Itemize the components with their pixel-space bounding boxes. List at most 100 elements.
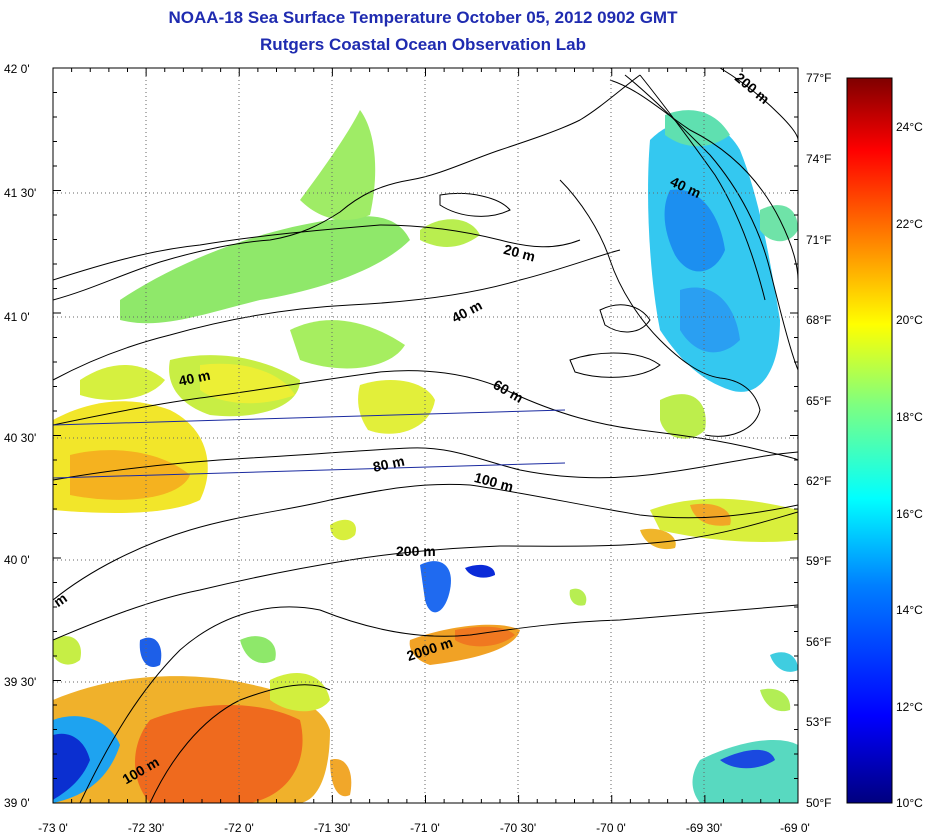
lon-label: -69 30' (686, 821, 722, 835)
transect-line (53, 462, 566, 479)
lat-label: 39 0' (4, 796, 30, 810)
contour-line (53, 370, 798, 461)
sst-patch (139, 637, 162, 668)
sst-patch (290, 320, 405, 369)
lon-label: -71 30' (314, 821, 350, 835)
sst-patch (270, 672, 330, 712)
sst-patch (135, 705, 303, 803)
contour-line (53, 224, 581, 281)
contour-label: 200 m (396, 543, 436, 559)
sst-patch (70, 450, 190, 500)
lat-label: 40 30' (4, 431, 36, 445)
sst-patch (80, 365, 165, 400)
axis-ticks (52, 67, 799, 804)
sst-patch (53, 636, 81, 665)
fahrenheit-label: 56°F (806, 635, 831, 649)
celsius-label: 14°C (896, 603, 923, 617)
celsius-label: 24°C (896, 120, 923, 134)
contour-label: 40 m (449, 297, 485, 326)
sst-patch (455, 626, 515, 647)
celsius-label: 16°C (896, 507, 923, 521)
lon-label: -73 0' (38, 821, 68, 835)
coastline (53, 74, 641, 301)
sst-patch (664, 189, 725, 272)
island-outline (569, 352, 661, 378)
contour-line (149, 684, 331, 803)
map-title: NOAA-18 Sea Surface Temperature October … (168, 8, 678, 27)
lon-label: -70 30' (500, 821, 536, 835)
sst-patch (420, 561, 451, 613)
sst-patch (760, 205, 798, 242)
sst-patch (200, 363, 295, 404)
fahrenheit-label: 77°F (806, 71, 831, 85)
contour-line (609, 79, 798, 281)
sst-patch (240, 636, 276, 664)
fahrenheit-labels: 77°F 74°F 71°F 68°F 65°F 62°F 59°F 56°F … (806, 71, 831, 810)
lat-label: 42 0' (4, 62, 30, 76)
sst-patch (720, 749, 775, 769)
celsius-label: 22°C (896, 217, 923, 231)
contour-label: 80 m (371, 453, 406, 475)
contour-label: 40 m (177, 367, 212, 389)
fahrenheit-label: 59°F (806, 554, 831, 568)
sst-patch (330, 519, 356, 541)
sst-patch (665, 110, 730, 147)
fahrenheit-label: 50°F (806, 796, 831, 810)
fahrenheit-label: 71°F (806, 233, 831, 247)
contour-line (53, 447, 798, 481)
map-subtitle: Rutgers Coastal Ocean Observation Lab (260, 35, 586, 54)
fahrenheit-label: 53°F (806, 715, 831, 729)
sst-data-layer (53, 110, 798, 803)
fahrenheit-label: 65°F (806, 394, 831, 408)
coastline (559, 179, 761, 437)
sst-patch (358, 380, 435, 434)
contour-line (624, 74, 798, 371)
lon-label: -72 0' (224, 821, 254, 835)
sst-patch (680, 287, 740, 353)
lat-label: 40 0' (4, 553, 30, 567)
lat-label: 41 30' (4, 186, 36, 200)
fahrenheit-label: 62°F (806, 474, 831, 488)
fahrenheit-label: 74°F (806, 152, 831, 166)
sst-patch (330, 759, 352, 797)
contour-label: 100 m (473, 469, 515, 495)
celsius-labels: 24°C 22°C 20°C 18°C 16°C 14°C 12°C 10°C (896, 120, 923, 810)
transect-lines (53, 409, 566, 479)
sst-patch (120, 216, 410, 324)
contour-line (53, 511, 798, 641)
sst-patch (770, 652, 798, 672)
island-outline (599, 304, 651, 333)
contour-label: 200 m (732, 69, 773, 107)
sst-patch (660, 394, 706, 439)
island-outline (439, 192, 511, 217)
graticule (53, 68, 798, 803)
fahrenheit-label: 68°F (806, 313, 831, 327)
contour-line (53, 249, 621, 381)
longitude-labels: -73 0' -72 30' -72 0' -71 30' -71 0' -70… (38, 821, 810, 835)
lon-label: -71 0' (410, 821, 440, 835)
sst-patch (465, 564, 495, 578)
sst-patch (692, 740, 798, 803)
contour-label: 60 m (491, 376, 527, 406)
lon-label: -69 0' (780, 821, 810, 835)
contour-line (79, 604, 798, 803)
sst-patch (760, 688, 791, 712)
celsius-label: 18°C (896, 410, 923, 424)
lat-label: 39 30' (4, 675, 36, 689)
sst-patch (53, 733, 90, 800)
lon-label: -70 0' (596, 821, 626, 835)
latitude-labels: 42 0' 41 30' 41 0' 40 30' 40 0' 39 30' 3… (4, 62, 36, 810)
contour-label: 20 m (502, 241, 537, 265)
sst-patch (690, 503, 731, 526)
sst-patch (569, 588, 587, 606)
lat-label: 41 0' (4, 310, 30, 324)
celsius-label: 20°C (896, 313, 923, 327)
sst-patch (640, 528, 676, 550)
transect-line (53, 409, 566, 426)
contour-line (53, 483, 798, 601)
sst-patch (420, 219, 480, 247)
colorbar (846, 77, 893, 804)
contour-layer (53, 68, 798, 803)
contour-line (639, 74, 766, 301)
celsius-label: 12°C (896, 700, 923, 714)
